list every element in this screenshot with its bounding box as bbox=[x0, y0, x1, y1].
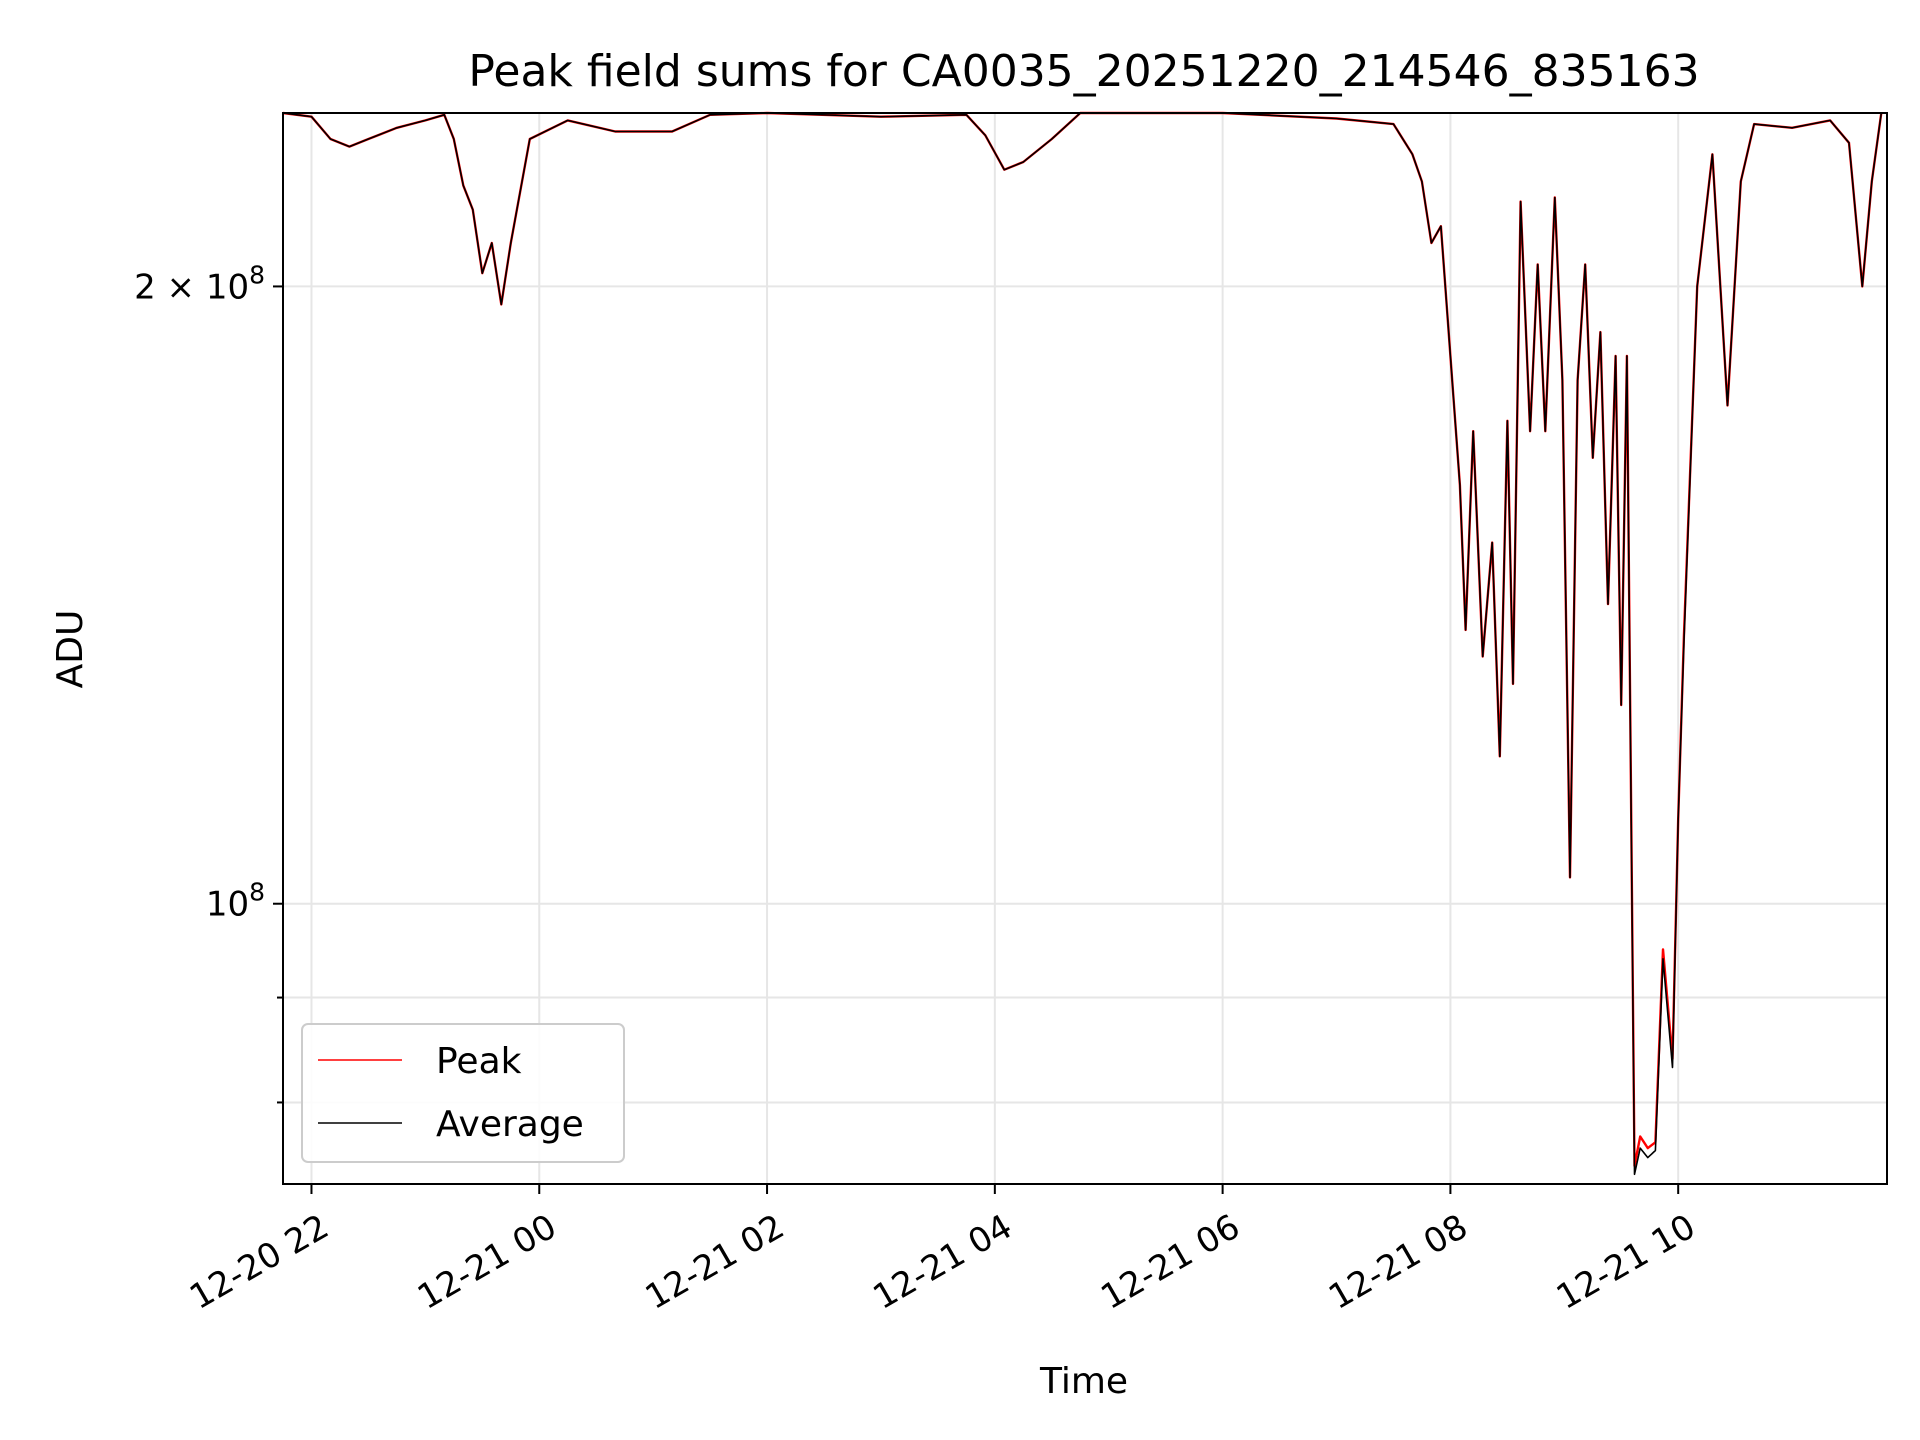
series-line-average bbox=[282, 112, 1883, 1176]
legend-label-average: Average bbox=[436, 1104, 584, 1145]
legend: Peak Average bbox=[301, 1023, 625, 1163]
y-tick-label: 108 bbox=[206, 878, 265, 925]
grid-lines bbox=[283, 113, 1887, 1184]
y-axis-label: ADU bbox=[50, 610, 91, 689]
series-lines bbox=[282, 111, 1883, 1176]
legend-label-peak: Peak bbox=[436, 1041, 522, 1082]
chart-title: Peak field sums for CA0035_20251220_2145… bbox=[468, 46, 1699, 97]
legend-box bbox=[301, 1023, 625, 1163]
x-axis-label: Time bbox=[1039, 1361, 1128, 1402]
plot-area-frame bbox=[282, 112, 1888, 1185]
y-axis-ticks: 2 × 108 108 bbox=[134, 260, 283, 1104]
y-tick-label: 2 × 108 bbox=[134, 260, 265, 307]
